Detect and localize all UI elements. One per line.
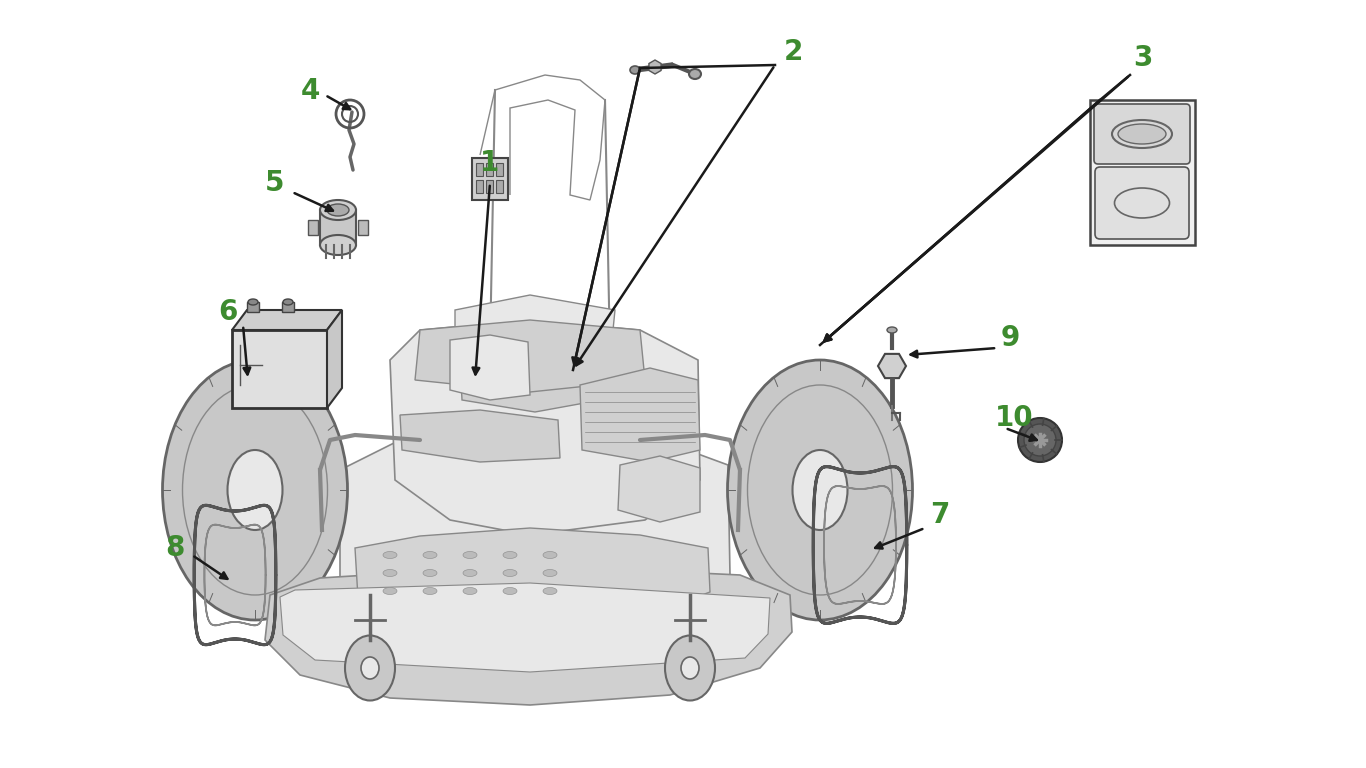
Bar [1090, 100, 1195, 245]
Ellipse shape [463, 551, 477, 558]
Ellipse shape [423, 570, 437, 577]
Polygon shape [400, 410, 560, 462]
Ellipse shape [346, 635, 395, 700]
Text: 7: 7 [930, 501, 949, 529]
Ellipse shape [792, 450, 847, 530]
Ellipse shape [423, 588, 437, 594]
Text: 10: 10 [994, 404, 1033, 432]
Circle shape [1024, 424, 1056, 456]
FancyBboxPatch shape [1094, 104, 1190, 164]
Polygon shape [232, 310, 342, 330]
Circle shape [1018, 418, 1061, 462]
Ellipse shape [544, 588, 557, 594]
Ellipse shape [326, 204, 348, 216]
Text: 9: 9 [1000, 324, 1019, 352]
Polygon shape [355, 528, 710, 628]
Polygon shape [265, 565, 792, 705]
Bar [247, 302, 260, 312]
Polygon shape [340, 432, 729, 625]
Text: 5: 5 [265, 169, 284, 197]
Ellipse shape [503, 570, 516, 577]
Ellipse shape [423, 551, 437, 558]
Bar [281, 302, 294, 312]
Ellipse shape [228, 450, 283, 530]
Ellipse shape [382, 570, 398, 577]
Ellipse shape [682, 657, 699, 679]
Ellipse shape [249, 299, 258, 305]
Ellipse shape [382, 588, 398, 594]
FancyBboxPatch shape [1096, 167, 1188, 239]
Bar [486, 180, 493, 193]
Polygon shape [460, 360, 613, 412]
Ellipse shape [320, 235, 357, 255]
Ellipse shape [361, 657, 378, 679]
Text: 2: 2 [783, 38, 803, 66]
Ellipse shape [630, 66, 641, 74]
Polygon shape [391, 320, 699, 535]
Ellipse shape [382, 551, 398, 558]
Ellipse shape [728, 360, 912, 620]
Ellipse shape [463, 588, 477, 594]
Ellipse shape [544, 570, 557, 577]
Polygon shape [415, 320, 645, 392]
Ellipse shape [283, 299, 292, 305]
Bar [358, 220, 367, 235]
Bar [475, 180, 484, 193]
Text: 4: 4 [301, 77, 320, 105]
Bar [496, 163, 503, 176]
Polygon shape [617, 456, 699, 522]
Ellipse shape [503, 551, 516, 558]
Bar [232, 330, 326, 408]
Ellipse shape [887, 327, 897, 333]
Polygon shape [326, 310, 342, 408]
Bar [475, 163, 484, 176]
Ellipse shape [688, 69, 701, 79]
Ellipse shape [544, 551, 557, 558]
Ellipse shape [320, 200, 357, 220]
Text: 1: 1 [481, 149, 500, 177]
Polygon shape [473, 158, 508, 200]
Polygon shape [455, 295, 615, 375]
Polygon shape [320, 210, 357, 245]
Ellipse shape [503, 588, 516, 594]
Text: 6: 6 [219, 298, 238, 326]
Polygon shape [280, 583, 770, 672]
Ellipse shape [163, 360, 347, 620]
Text: 3: 3 [1134, 44, 1153, 72]
Bar [496, 180, 503, 193]
Polygon shape [581, 368, 699, 462]
Bar [307, 220, 318, 235]
Ellipse shape [463, 570, 477, 577]
Text: 8: 8 [165, 534, 184, 562]
Ellipse shape [1117, 124, 1167, 144]
Bar [486, 163, 493, 176]
Ellipse shape [665, 635, 714, 700]
Polygon shape [449, 335, 530, 400]
